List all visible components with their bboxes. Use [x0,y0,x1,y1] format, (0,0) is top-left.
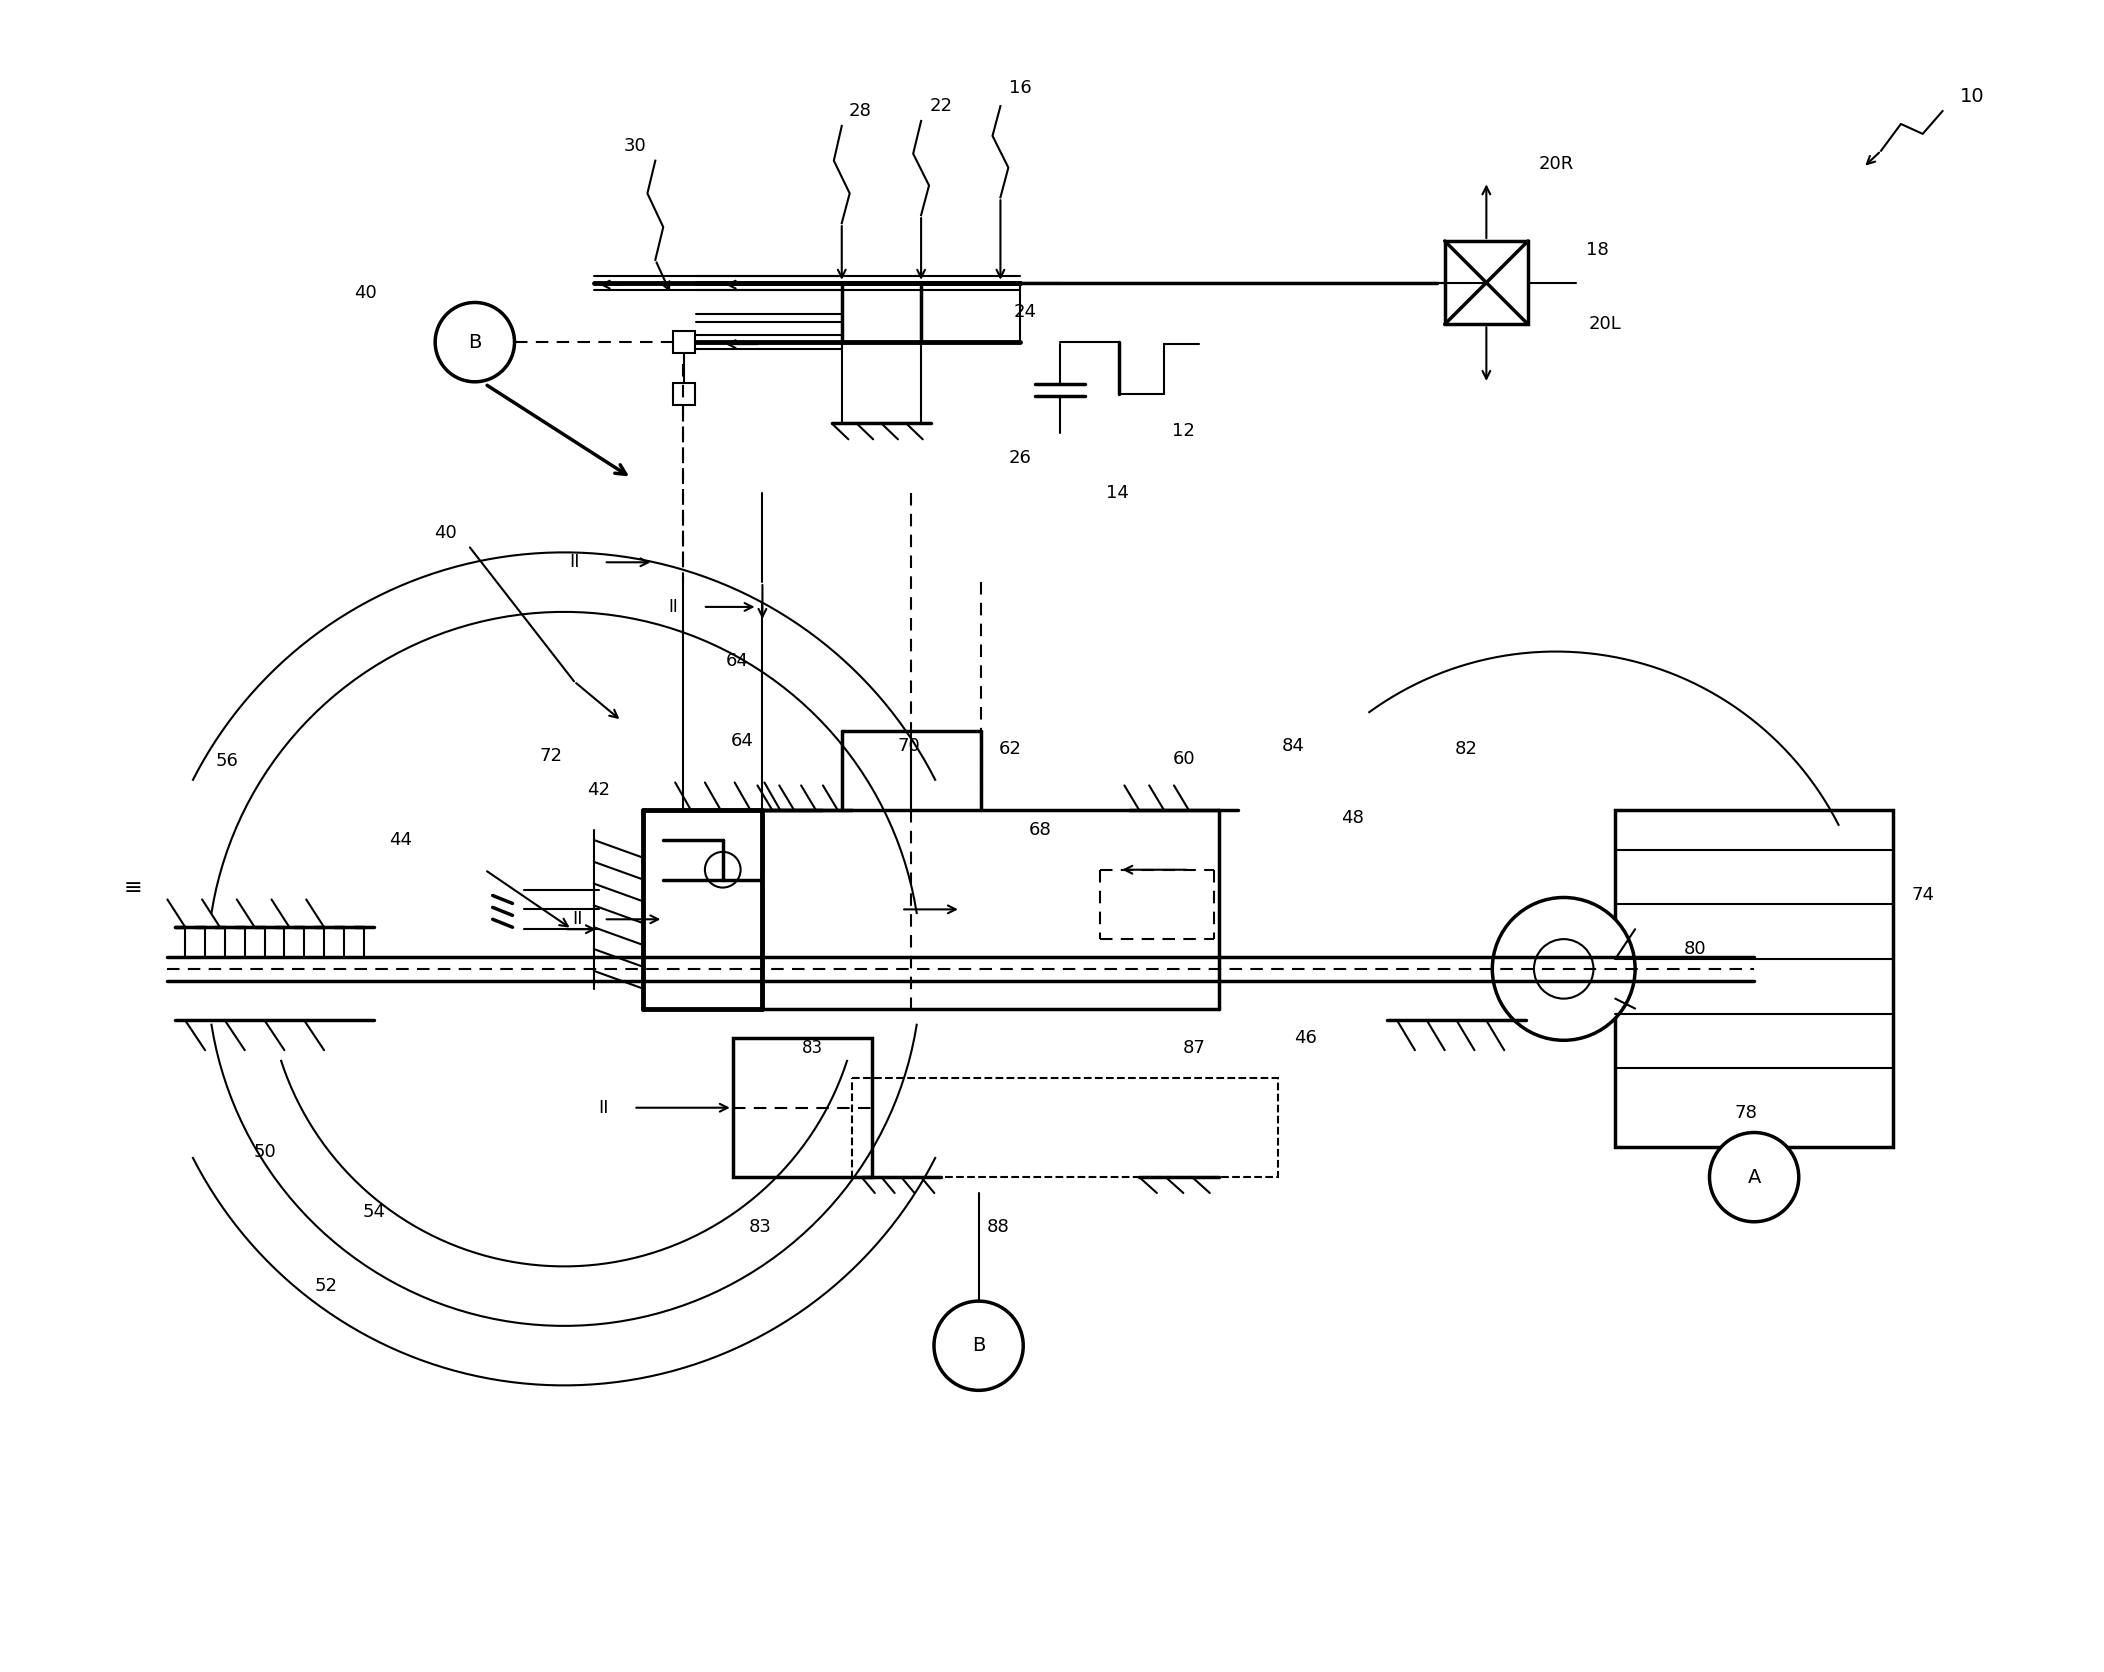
Text: II: II [669,599,677,615]
Text: 70: 70 [898,737,922,754]
Text: 78: 78 [1734,1104,1757,1122]
Text: 68: 68 [1029,821,1052,839]
Text: 62: 62 [999,739,1023,757]
Text: 56: 56 [215,752,238,769]
Text: 20R: 20R [1538,154,1574,172]
Text: 48: 48 [1340,809,1363,828]
Text: 14: 14 [1107,483,1130,502]
Text: 44: 44 [389,831,412,849]
Text: 40: 40 [433,523,457,542]
Text: 18: 18 [1586,241,1610,259]
Bar [852,1078,1277,1177]
Text: 87: 87 [1182,1040,1206,1057]
Bar [1445,241,1528,324]
Bar [1616,811,1894,1147]
Text: 88: 88 [987,1217,1010,1236]
Text: 42: 42 [587,781,610,799]
Text: 12: 12 [1172,423,1195,440]
Circle shape [705,851,741,888]
Text: 16: 16 [1010,79,1031,97]
Text: A: A [1748,1167,1761,1187]
Text: 20L: 20L [1589,316,1622,333]
Text: 83: 83 [802,1040,823,1057]
Text: 26: 26 [1008,450,1031,466]
Text: 80: 80 [1683,940,1706,958]
Text: 84: 84 [1281,737,1304,754]
Circle shape [1534,940,1593,998]
Text: 28: 28 [848,102,871,120]
Text: 83: 83 [749,1217,772,1236]
Text: 10: 10 [1961,87,1984,105]
Bar [673,383,694,405]
Text: 40: 40 [353,284,377,301]
Text: 54: 54 [362,1202,385,1221]
Text: 22: 22 [930,97,953,115]
Text: 52: 52 [316,1277,337,1296]
Text: B: B [469,333,482,351]
Text: 30: 30 [625,137,646,155]
Circle shape [436,303,515,381]
Text: B: B [972,1336,985,1356]
Circle shape [1492,898,1635,1040]
Text: 24: 24 [1014,303,1037,321]
Text: 74: 74 [1910,886,1934,903]
Text: 50: 50 [252,1144,276,1162]
Bar [673,331,694,353]
Text: 64: 64 [732,732,753,749]
Text: II: II [572,910,583,928]
Text: 64: 64 [726,652,749,670]
Text: 72: 72 [539,747,562,764]
Circle shape [1708,1132,1799,1222]
Text: II: II [598,1099,608,1117]
Text: 82: 82 [1456,739,1477,757]
Text: 46: 46 [1294,1030,1317,1047]
Text: II: II [568,553,579,572]
Circle shape [934,1301,1023,1391]
Bar [732,1038,871,1177]
Text: ≡: ≡ [124,878,141,898]
Text: 60: 60 [1172,749,1195,767]
